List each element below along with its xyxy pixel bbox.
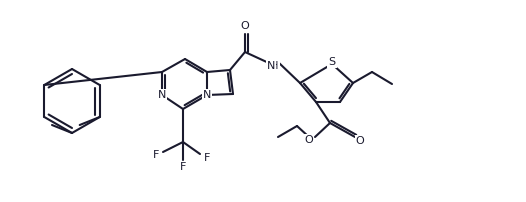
Text: F: F — [180, 162, 186, 172]
Text: S: S — [328, 57, 336, 67]
Text: N: N — [267, 61, 275, 71]
Text: H: H — [271, 61, 279, 71]
Text: F: F — [204, 153, 210, 163]
Text: O: O — [305, 135, 313, 145]
Text: O: O — [240, 21, 249, 31]
Text: N: N — [158, 90, 166, 100]
Text: O: O — [356, 136, 365, 146]
Text: F: F — [153, 150, 159, 160]
Text: N: N — [203, 90, 211, 100]
